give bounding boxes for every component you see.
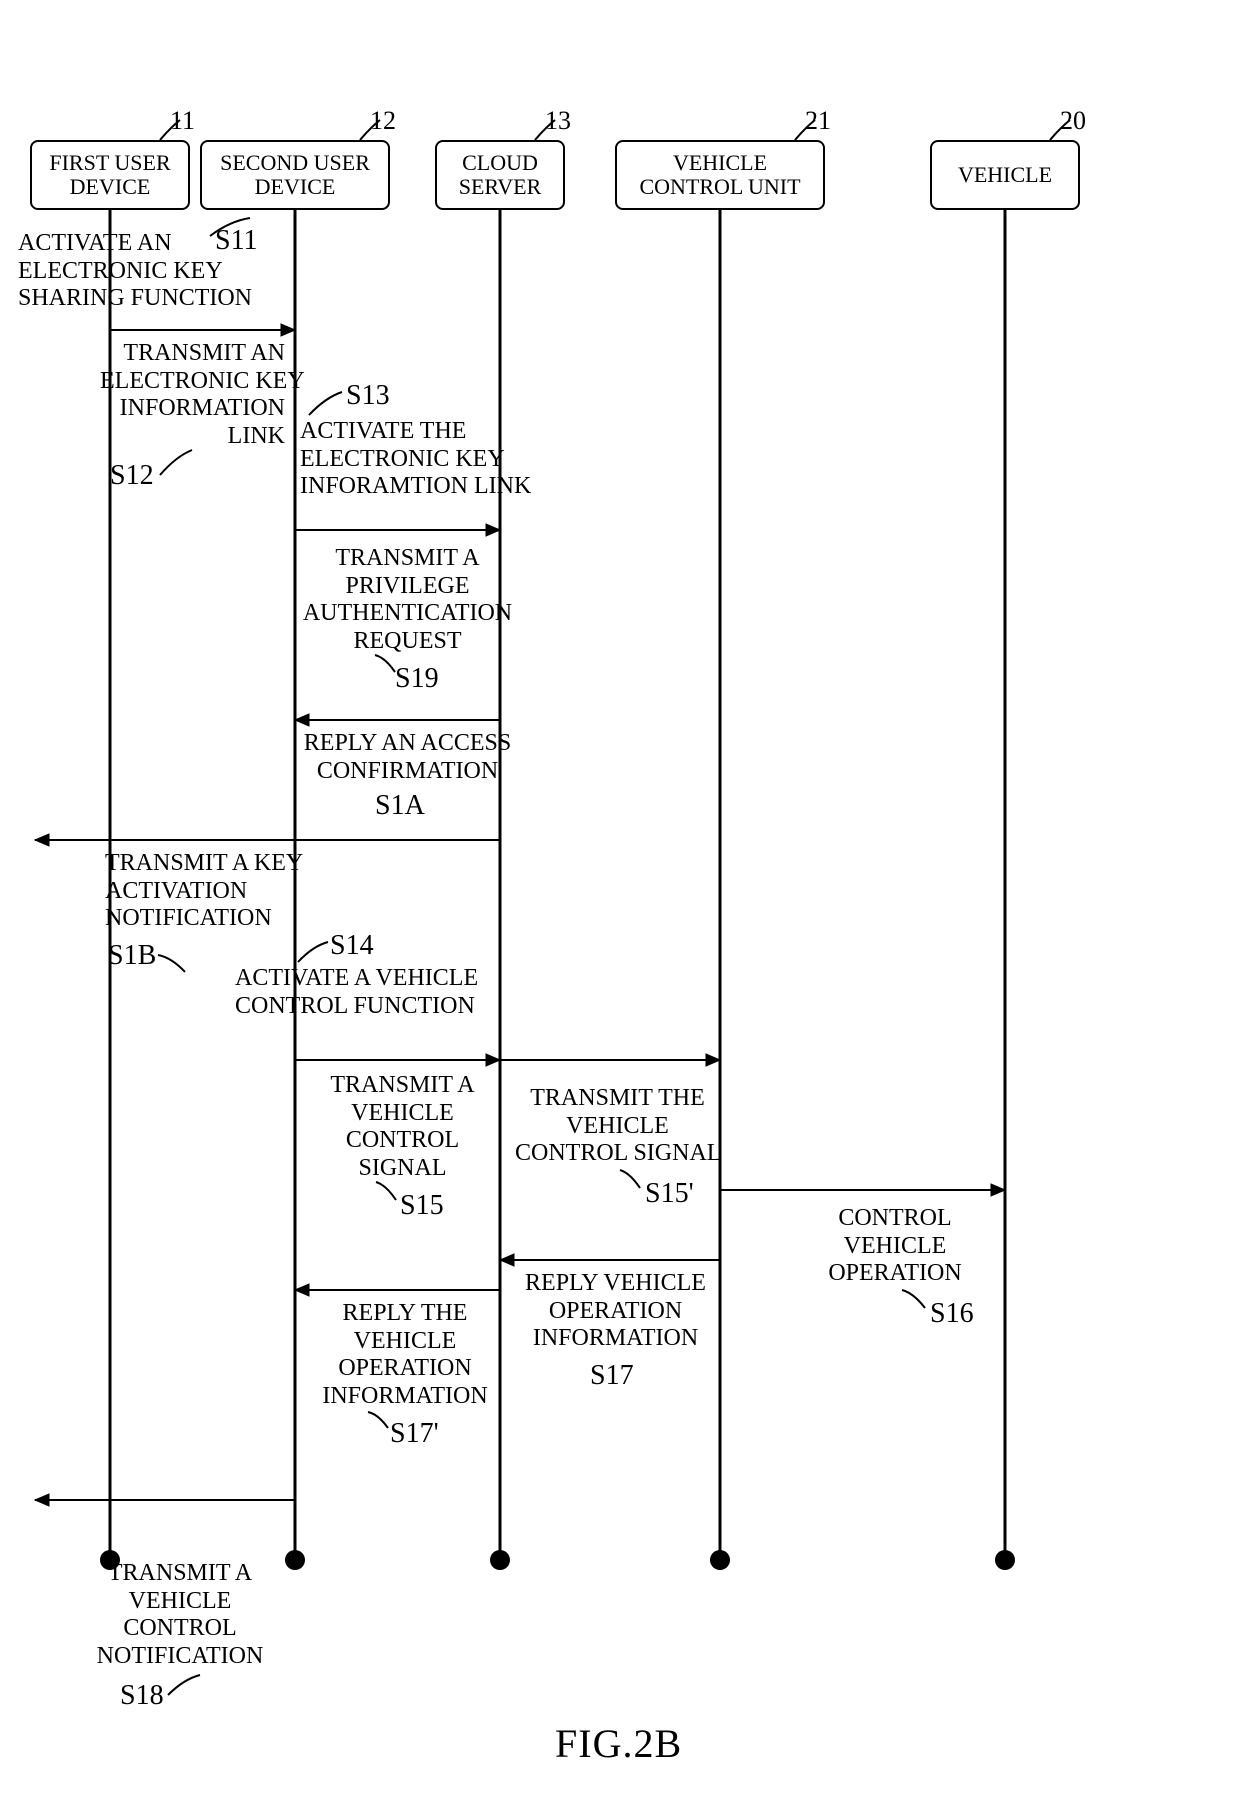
ref-label: 20	[1060, 106, 1086, 136]
step-s15p-code: S15'	[645, 1178, 694, 1210]
step-s1a-text: REPLY AN ACCESSCONFIRMATION	[300, 730, 515, 785]
participant-vehicle-control-unit: VEHICLECONTROL UNIT	[615, 140, 825, 210]
participant-label: SECOND USERDEVICE	[220, 151, 370, 199]
participant-second-user-device: SECOND USERDEVICE	[200, 140, 390, 210]
step-s12-text: TRANSMIT ANELECTRONIC KEYINFORMATIONLINK	[100, 340, 285, 450]
ref-label: 21	[805, 106, 831, 136]
ref-label: 13	[545, 106, 571, 136]
step-s17p-text: REPLY THEVEHICLEOPERATIONINFORMATION	[305, 1300, 505, 1410]
step-s1a-code: S1A	[375, 790, 425, 822]
participant-vehicle: VEHICLE	[930, 140, 1080, 210]
figure-caption: FIG.2B	[555, 1720, 682, 1767]
step-s14-code: S14	[330, 930, 374, 962]
participant-label: CLOUDSERVER	[459, 151, 542, 199]
participant-cloud-server: CLOUDSERVER	[435, 140, 565, 210]
ref-label: 11	[170, 106, 195, 136]
step-s1b-text: TRANSMIT A KEYACTIVATIONNOTIFICATION	[105, 850, 303, 933]
step-s17p-code: S17'	[390, 1418, 439, 1450]
participant-label: VEHICLECONTROL UNIT	[639, 151, 800, 199]
step-s15-text: TRANSMIT AVEHICLECONTROLSIGNAL	[310, 1072, 495, 1182]
step-s11-code: S11	[215, 225, 258, 257]
step-s16-text: CONTROLVEHICLEOPERATION	[805, 1205, 985, 1288]
step-s15p-text: TRANSMIT THEVEHICLECONTROL SIGNAL	[515, 1085, 720, 1168]
step-s15-code: S15	[400, 1190, 444, 1222]
sequence-diagram: FIRST USERDEVICE SECOND USERDEVICE CLOUD…	[0, 0, 1240, 1803]
step-s17-code: S17	[590, 1360, 634, 1392]
step-s14-text: ACTIVATE A VEHICLECONTROL FUNCTION	[235, 965, 478, 1020]
participant-label: VEHICLE	[958, 163, 1052, 187]
step-s18-code: S18	[120, 1680, 164, 1712]
participant-first-user-device: FIRST USERDEVICE	[30, 140, 190, 210]
step-s13-code: S13	[346, 380, 390, 412]
step-s19-code: S19	[395, 663, 439, 695]
step-s17-text: REPLY VEHICLEOPERATIONINFORMATION	[518, 1270, 713, 1353]
step-s18-text: TRANSMIT AVEHICLECONTROLNOTIFICATION	[85, 1560, 275, 1670]
ref-label: 12	[370, 106, 396, 136]
step-s1b-code: S1B	[108, 940, 156, 972]
step-s12-code: S12	[110, 460, 154, 492]
step-s16-code: S16	[930, 1298, 974, 1330]
step-s19-text: TRANSMIT APRIVILEGEAUTHENTICATIONREQUEST	[300, 545, 515, 655]
participant-label: FIRST USERDEVICE	[49, 151, 170, 199]
step-s13-text: ACTIVATE THEELECTRONIC KEYINFORAMTION LI…	[300, 418, 531, 501]
